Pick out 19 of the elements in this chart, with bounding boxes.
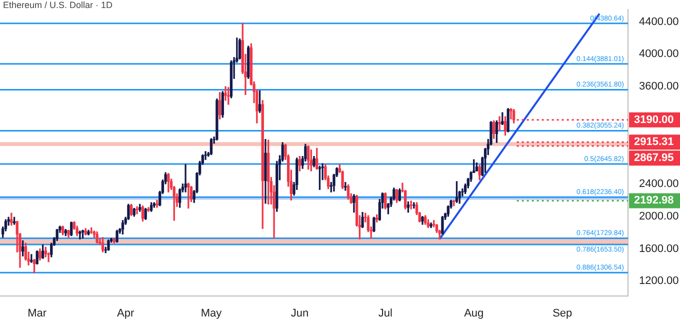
ref-line-label: 2915.31 [634, 136, 674, 148]
y-tick-label: 3600.00 [639, 80, 679, 93]
x-tick-label: Jul [378, 307, 392, 320]
x-tick-label: Aug [464, 307, 484, 320]
ref-line-label: 3190.00 [634, 114, 674, 126]
y-tick-label: 2000.00 [639, 210, 679, 222]
legend-label: 2867.95 [634, 152, 674, 164]
y-tick-label: 1600.00 [639, 242, 679, 255]
x-tick-label: Jun [290, 307, 309, 320]
x-tick-label: Mar [28, 307, 47, 320]
y-tick-label: 4400.00 [639, 16, 679, 28]
chart-title: Ethereum / U.S. Dollar · 1D [3, 0, 114, 10]
y-tick-label: 1200.00 [639, 275, 679, 288]
y-tick-label: 2400.00 [639, 178, 679, 190]
x-tick-label: Apr [117, 307, 134, 320]
x-tick-label: May [200, 307, 222, 320]
ref-line-label: 2192.98 [634, 194, 674, 207]
y-tick-label: 4000.00 [639, 48, 679, 60]
x-tick-label: Sep [552, 307, 572, 320]
